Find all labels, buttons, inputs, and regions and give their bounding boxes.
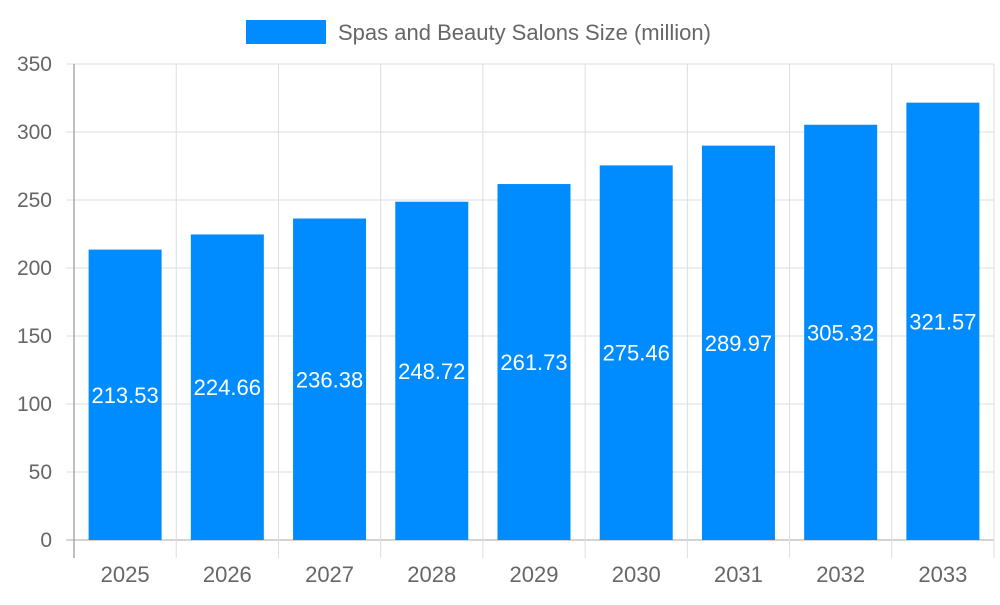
data-label: 275.46 bbox=[603, 341, 670, 366]
data-label: 213.53 bbox=[91, 383, 158, 408]
x-tick-label: 2027 bbox=[305, 562, 354, 587]
x-tick-label: 2025 bbox=[101, 562, 150, 587]
data-label: 305.32 bbox=[807, 320, 874, 345]
x-tick-label: 2032 bbox=[816, 562, 865, 587]
bar bbox=[293, 218, 367, 540]
bar bbox=[190, 234, 264, 540]
legend-label: Spas and Beauty Salons Size (million) bbox=[338, 20, 711, 45]
bar bbox=[701, 145, 775, 540]
x-tick-label: 2026 bbox=[203, 562, 252, 587]
bar bbox=[804, 124, 878, 540]
y-tick-label: 300 bbox=[17, 121, 52, 144]
y-tick-label: 350 bbox=[17, 53, 52, 76]
data-label: 321.57 bbox=[909, 309, 976, 334]
bar bbox=[88, 249, 162, 541]
x-tick-label: 2028 bbox=[407, 562, 456, 587]
y-tick-label: 250 bbox=[17, 189, 52, 212]
data-label: 261.73 bbox=[500, 350, 567, 375]
bar bbox=[906, 102, 980, 541]
x-tick-label: 2030 bbox=[612, 562, 661, 587]
y-tick-label: 150 bbox=[17, 325, 52, 348]
x-tick-label: 2031 bbox=[714, 562, 763, 587]
data-label: 224.66 bbox=[194, 375, 261, 400]
y-tick-label: 200 bbox=[17, 257, 52, 280]
bar bbox=[497, 184, 571, 541]
y-tick-label: 0 bbox=[40, 529, 52, 552]
data-label: 289.97 bbox=[705, 331, 772, 356]
x-tick-label: 2033 bbox=[918, 562, 967, 587]
bar bbox=[395, 201, 469, 541]
y-tick-label: 50 bbox=[29, 461, 52, 484]
bar bbox=[599, 165, 673, 541]
y-tick-label: 100 bbox=[17, 393, 52, 416]
legend-swatch bbox=[246, 20, 326, 44]
data-label: 236.38 bbox=[296, 367, 363, 392]
x-tick-label: 2029 bbox=[510, 562, 559, 587]
data-label: 248.72 bbox=[398, 359, 465, 384]
